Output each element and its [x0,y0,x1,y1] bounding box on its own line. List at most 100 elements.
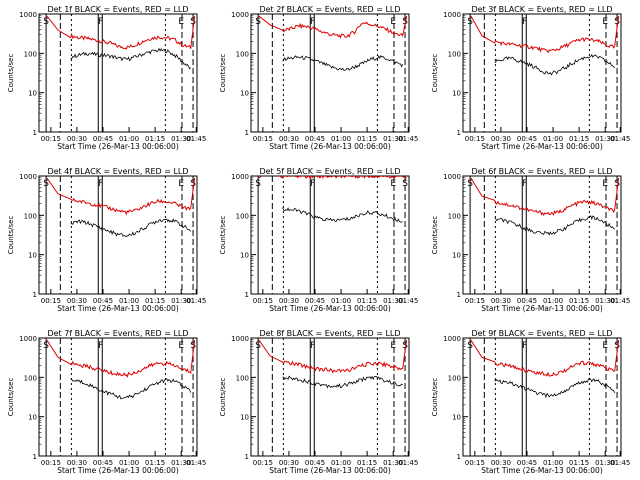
x-tick-label: 01:00 [331,459,351,467]
x-tick-label: 00:45 [305,297,325,305]
x-tick-label: 00:45 [305,459,325,467]
x-tick-label: 00:30 [279,135,299,143]
y-tick-label: 1 [33,129,37,137]
x-tick-label: 00:45 [93,459,113,467]
x-tick-label: 01:45 [610,135,630,143]
interval-marker-label: E [178,341,184,351]
y-axis-label: Counts/sec [7,378,15,417]
y-tick-label: 10 [240,414,249,422]
panel-title: Det 7f BLACK = Events, RED = LLD [47,329,188,338]
y-tick-label: 10 [28,90,37,98]
series-events [282,207,403,223]
x-tick-label: 00:15 [253,297,273,305]
x-axis-label: Start Time (26-Mar-13 00:06:00) [57,466,179,475]
series-lld [258,339,408,374]
y-tick-label: 1 [33,291,37,299]
series-lld [46,339,196,378]
panel-title: Det 1f BLACK = Events, RED = LLD [47,5,188,14]
panel-6: Det 6f BLACK = Events, RED = LLD 1 10 100 10… [431,167,630,313]
interval-marker-label: E [390,179,396,189]
interval-marker-label: F [98,17,103,27]
interval-marker-label: S [190,341,196,351]
interval-marker-label: F [522,179,527,189]
x-axis-label: Start Time (26-Mar-13 00:06:00) [481,142,603,151]
y-tick-label: 1000 [231,335,249,343]
interval-marker-label: S [190,17,196,27]
y-tick-label: 1000 [19,173,37,181]
y-tick-label: 100 [24,374,37,382]
interval-marker-label: S [467,17,473,27]
y-tick-label: 10 [240,252,249,260]
series-events [70,378,192,400]
y-tick-label: 1 [457,129,461,137]
x-tick-label: 00:45 [517,135,537,143]
interval-marker-label: S [43,341,49,351]
panel-5: Det 5f BLACK = Events, RED = LLD 1 10 100 10… [219,167,418,313]
panel-9: Det 9f BLACK = Events, RED = LLD 1 10 100 10… [431,329,630,475]
x-tick-label: 00:15 [465,459,485,467]
series-events [70,218,192,238]
y-tick-label: 10 [452,90,461,98]
interval-marker-label: E [178,17,184,27]
panel-title: Det 4f BLACK = Events, RED = LLD [47,167,188,176]
x-tick-label: 00:15 [253,459,273,467]
interval-marker-label: S [255,179,261,189]
y-axis-label: Counts/sec [431,216,439,255]
series-events [70,47,191,70]
y-tick-label: 1000 [443,335,461,343]
interval-marker-label: S [614,341,620,351]
y-tick-label: 1000 [443,11,461,19]
x-tick-label: 01:45 [186,135,206,143]
series-events [494,53,615,76]
y-tick-label: 100 [448,212,461,220]
x-axis-label: Start Time (26-Mar-13 00:06:00) [481,466,603,475]
x-tick-label: 00:15 [41,459,61,467]
x-tick-label: 01:30 [595,297,615,305]
x-tick-label: 00:15 [465,135,485,143]
x-tick-label: 00:15 [253,135,273,143]
y-tick-label: 1000 [19,335,37,343]
x-tick-label: 01:15 [569,297,589,305]
x-tick-label: 00:45 [93,297,113,305]
panel-2: Det 2f BLACK = Events, RED = LLD 1 10 100 10… [219,5,418,151]
interval-marker-label: E [178,179,184,189]
x-tick-label: 01:30 [171,297,191,305]
x-tick-label: 00:30 [279,297,299,305]
series-lld [46,177,196,216]
x-tick-label: 01:45 [398,459,418,467]
series-lld [46,15,196,50]
interval-marker-label: S [255,17,261,27]
x-axis-label: Start Time (26-Mar-13 00:06:00) [57,142,179,151]
x-tick-label: 01:45 [186,459,206,467]
interval-marker-label: S [402,179,408,189]
series-lld [470,177,620,217]
interval-marker-label: F [310,179,315,189]
x-tick-label: 01:15 [357,135,377,143]
y-tick-label: 1 [245,453,249,461]
series-lld [470,15,620,54]
x-tick-label: 01:00 [119,135,139,143]
x-tick-label: 00:30 [491,459,511,467]
panel-3: Det 3f BLACK = Events, RED = LLD 1 10 100 10… [431,5,630,151]
x-tick-label: 00:45 [517,297,537,305]
y-tick-label: 10 [28,414,37,422]
series-events [282,375,403,389]
interval-marker-label: E [602,341,608,351]
interval-marker-label: S [467,179,473,189]
y-tick-label: 100 [448,50,461,58]
plot-frame [462,13,622,133]
x-tick-label: 01:00 [543,135,563,143]
x-tick-label: 00:45 [305,135,325,143]
x-tick-label: 00:15 [41,135,61,143]
x-axis-label: Start Time (26-Mar-13 00:06:00) [269,304,391,313]
y-tick-label: 100 [24,212,37,220]
x-tick-label: 01:15 [145,459,165,467]
interval-marker-label: E [390,17,396,27]
plot-frame [38,13,198,133]
x-tick-label: 01:30 [171,135,191,143]
series-events [494,214,615,236]
y-tick-label: 1 [457,453,461,461]
panel-title: Det 6f BLACK = Events, RED = LLD [471,167,612,176]
x-axis-label: Start Time (26-Mar-13 00:06:00) [269,142,391,151]
